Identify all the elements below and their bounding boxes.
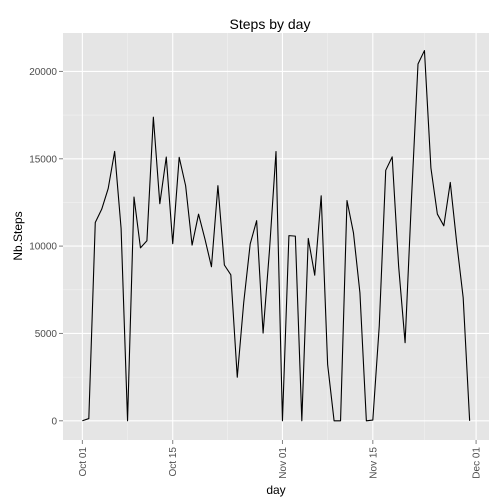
y-tick-label: 10000 <box>29 242 57 253</box>
x-axis: Oct 01 Oct 15 Nov 01 Nov 15 Dec 01 <box>78 440 483 479</box>
y-tick-label: 20000 <box>29 67 57 78</box>
x-axis-title: day <box>266 483 285 497</box>
y-tick-label: 15000 <box>29 154 57 165</box>
y-tick-label: 5000 <box>35 329 58 340</box>
x-tick-label: Oct 15 <box>168 447 179 477</box>
plot-panel <box>63 33 489 440</box>
y-axis-title: Nb.Steps <box>11 211 25 260</box>
series-layer <box>82 50 471 422</box>
chart-title: Steps by day <box>230 16 311 32</box>
x-tick-label: Oct 01 <box>78 447 89 477</box>
x-tick-label: Nov 01 <box>278 447 289 479</box>
y-tick-label: 0 <box>51 416 57 427</box>
x-tick-label: Dec 01 <box>472 447 483 479</box>
y-axis: 0 5000 10000 15000 20000 <box>29 67 63 427</box>
x-tick-label: Nov 15 <box>368 447 379 479</box>
steps-series-line <box>82 50 471 422</box>
